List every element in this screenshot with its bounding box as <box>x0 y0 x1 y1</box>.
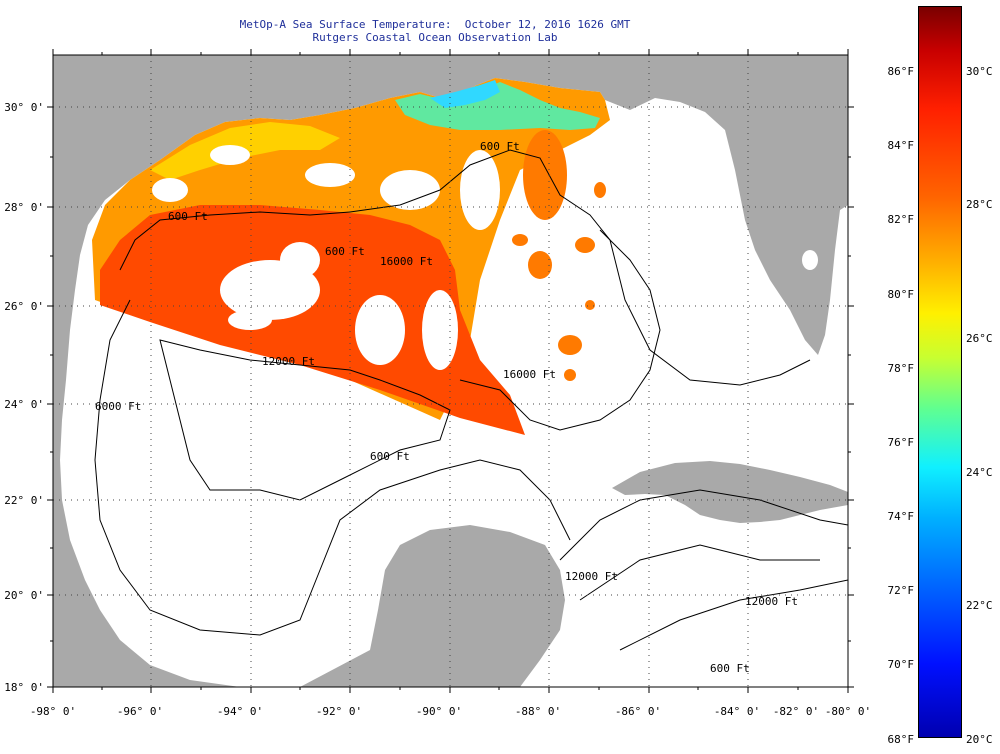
isobath-label: 600 Ft <box>168 210 208 223</box>
colorbar-f-label: 78°F <box>887 362 915 375</box>
sst-swath-coastal-cool <box>395 82 600 130</box>
sst-scattered-patches <box>512 130 606 381</box>
isobath-label: 600 Ft <box>325 245 365 258</box>
land-cuba <box>612 461 848 523</box>
map-subtitle: Rutgers Coastal Ocean Observation Lab <box>312 31 558 44</box>
colorbar-f-label: 74°F <box>887 510 915 523</box>
lon-label: -82° 0' <box>773 705 819 718</box>
isobath-label: 600 Ft <box>370 450 410 463</box>
sst-swath-hot <box>100 205 525 435</box>
isobath-12000 <box>159 339 451 501</box>
longitude-labels: -98° 0' -96° 0' -94° 0' -92° 0' -90° 0' … <box>30 705 871 718</box>
isobath-label: 16000 Ft <box>503 368 556 381</box>
colorbar-f-label: 68°F <box>887 733 915 746</box>
latitude-labels: 30° 0' 28° 0' 26° 0' 24° 0' 22° 0' 20° 0… <box>4 101 44 694</box>
isobath-caribbean-south <box>619 579 848 651</box>
colorbar-f-label: 76°F <box>887 436 915 449</box>
colorbar-c-label: 20°C <box>966 733 993 746</box>
isobath-label: 16000 Ft <box>380 255 433 268</box>
lon-label: -90° 0' <box>416 705 462 718</box>
lat-label: 30° 0' <box>4 101 44 114</box>
lat-label: 28° 0' <box>4 201 44 214</box>
lon-label: -86° 0' <box>615 705 661 718</box>
colorbar-f-label: 72°F <box>887 584 915 597</box>
lat-label: 24° 0' <box>4 398 44 411</box>
isobath-deep-west <box>94 299 571 636</box>
cloud-gaps <box>152 145 500 370</box>
lon-label: -88° 0' <box>515 705 561 718</box>
isobath-label: 600 Ft <box>480 140 520 153</box>
lat-label: 22° 0' <box>4 494 44 507</box>
lon-label: -92° 0' <box>316 705 362 718</box>
isobath-label: 12000 Ft <box>262 355 315 368</box>
isobath-caribbean <box>559 489 848 561</box>
colorbar-f-label: 80°F <box>887 288 915 301</box>
lake-okeechobee <box>802 250 818 270</box>
graticule <box>53 55 848 687</box>
isobath-label: 6000 Ft <box>95 400 141 413</box>
colorbar-c-label: 24°C <box>966 466 993 479</box>
colorbar-c-label: 22°C <box>966 599 993 612</box>
colorbar-c-label: 28°C <box>966 198 993 211</box>
temperature-colorbar <box>918 6 962 738</box>
sst-swath <box>92 78 610 435</box>
isobath-cayman <box>579 544 820 601</box>
land-yucatan <box>240 525 565 687</box>
isobath-label: 12000 Ft <box>565 570 618 583</box>
isobath-label: 600 Ft <box>710 662 750 675</box>
colorbar-c-label: 30°C <box>966 65 993 78</box>
tick-marks <box>47 49 854 693</box>
lon-label: -94° 0' <box>217 705 263 718</box>
colorbar-c-label: 26°C <box>966 332 993 345</box>
lat-label: 20° 0' <box>4 589 44 602</box>
isobath-label: 12000 Ft <box>745 595 798 608</box>
isobath-loop-current <box>459 229 661 431</box>
colorbar-f-label: 84°F <box>887 139 915 152</box>
colorbar-f-label: 82°F <box>887 213 915 226</box>
colorbar-f-label: 70°F <box>887 658 915 671</box>
lat-label: 18° 0' <box>4 681 44 694</box>
lon-label: -84° 0' <box>714 705 760 718</box>
lat-label: 26° 0' <box>4 300 44 313</box>
isobath-contours <box>94 149 848 651</box>
map-title: MetOp-A Sea Surface Temperature: October… <box>239 18 631 31</box>
colorbar-f-label: 86°F <box>887 65 915 78</box>
lon-label: -98° 0' <box>30 705 76 718</box>
lon-label: -96° 0' <box>117 705 163 718</box>
land-north-america <box>53 55 848 687</box>
sst-swath-coastal-cold <box>430 80 500 108</box>
lon-label: -80° 0' <box>825 705 871 718</box>
isobath-600-north <box>119 149 811 386</box>
land-areas <box>53 55 848 687</box>
